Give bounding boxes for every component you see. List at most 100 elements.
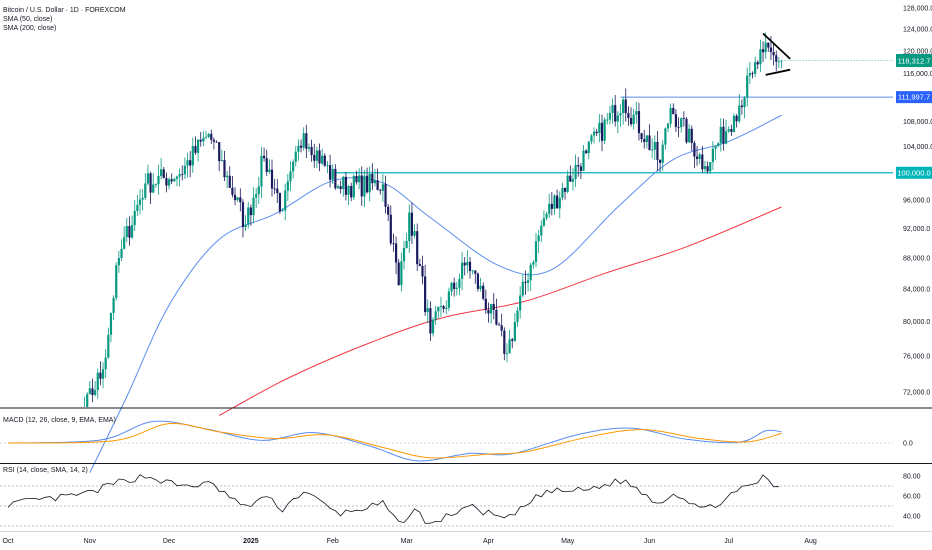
candle-up [178, 174, 181, 177]
candle-up [450, 282, 453, 292]
candle-up [460, 262, 464, 279]
candle-down [365, 175, 369, 193]
candle-up [516, 310, 519, 323]
candle-up [603, 119, 606, 141]
candle-down [637, 111, 641, 134]
candle-down [756, 62, 759, 65]
candle-up [88, 388, 91, 395]
candle-up [331, 168, 334, 180]
candle-up [566, 175, 569, 192]
candle-up [373, 180, 377, 184]
candle-up [561, 187, 564, 198]
candle-down [690, 128, 693, 143]
candle-up [711, 148, 714, 163]
candle-up [315, 150, 318, 161]
candle-up [123, 237, 126, 249]
candle-up [307, 147, 311, 149]
candle-up [529, 264, 532, 281]
candle-down [772, 51, 775, 56]
candle-up [608, 112, 612, 120]
candle-up [688, 128, 691, 143]
candle-down [614, 105, 617, 122]
candle-down [91, 388, 94, 395]
candle-up [764, 42, 767, 53]
candle-down [299, 145, 303, 148]
candle-up [513, 322, 516, 341]
time-axis: Oct Nov Dec 2025 Feb Mar Apr May Jun Jul Aug [3, 538, 817, 545]
candle-down [397, 262, 400, 286]
candle-down [648, 135, 651, 151]
candle-up [236, 197, 239, 201]
rsi-tick-label: 60.00 [903, 494, 921, 501]
macd-signal-line [7, 423, 782, 459]
candle-up [532, 262, 535, 265]
candle-down [170, 179, 173, 182]
candle-up [381, 184, 384, 191]
candle-up [661, 144, 664, 163]
candle-down [550, 203, 553, 209]
candle-up [709, 162, 712, 172]
candle-up [743, 97, 746, 108]
candle-up [101, 369, 105, 379]
candle-down [500, 325, 503, 331]
candle-up [619, 113, 622, 116]
candle-down [313, 155, 316, 161]
candle-down [305, 133, 308, 149]
candle-down [265, 158, 268, 173]
candle-up [220, 160, 223, 162]
candle-down [474, 270, 477, 274]
candle-up [666, 123, 670, 129]
candle-down [579, 166, 582, 171]
candle-up [186, 160, 189, 166]
level-price-tag [896, 91, 932, 104]
candle-down [595, 131, 598, 134]
candle-up [632, 114, 635, 125]
candle-down [511, 339, 514, 341]
candle-up [342, 176, 345, 190]
candle-up [408, 212, 411, 242]
candle-down [262, 155, 266, 159]
time-tick-label: Jun [644, 538, 655, 545]
candle-up [167, 179, 171, 186]
candle-down [181, 174, 184, 175]
candle-up [519, 295, 522, 311]
candle-down [740, 105, 744, 108]
candle-up [738, 105, 741, 122]
candle-up [426, 308, 429, 313]
candle-up [680, 118, 683, 128]
candle-down [339, 186, 342, 190]
candle-up [458, 278, 461, 288]
candle-up [207, 133, 210, 138]
axis-tags: 111,997.7 100,000.0 118,312.7 [781, 54, 932, 179]
candle-up [368, 173, 371, 193]
candle-down [643, 139, 646, 142]
candle-down [482, 285, 485, 299]
candle-down [503, 330, 506, 354]
candle-up [698, 154, 701, 160]
candle-down [215, 141, 218, 143]
candle-up [260, 155, 263, 187]
candle-down [524, 281, 527, 283]
candle-down [418, 264, 421, 266]
candle-down [701, 154, 704, 170]
time-tick-label: Aug [804, 538, 817, 545]
candle-up [302, 133, 305, 148]
price-tick-label: 88,000.0 [903, 256, 930, 263]
candle-up [558, 197, 561, 209]
candle-up [505, 353, 509, 355]
candle-down [384, 184, 387, 207]
candle-up [152, 184, 155, 193]
candle-up [321, 155, 324, 164]
candle-up [777, 61, 780, 63]
candle-up [537, 235, 540, 242]
candle-up [746, 75, 749, 98]
price-tick-label: 96,000.0 [903, 198, 930, 205]
candle-down [563, 187, 567, 192]
candle-down [468, 261, 472, 272]
macd-pane [0, 420, 893, 462]
candle-up [611, 105, 614, 113]
candle-up [582, 150, 585, 171]
candle-down [421, 265, 424, 277]
candle-down [199, 139, 202, 142]
